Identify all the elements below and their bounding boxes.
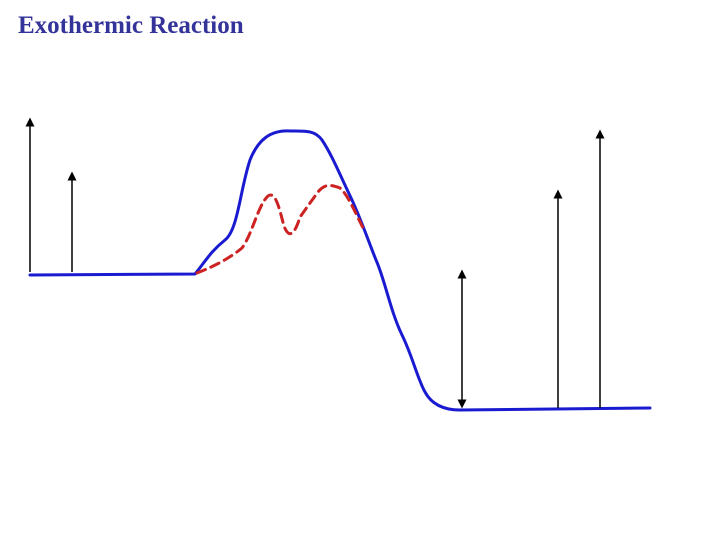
catalyzed-reaction-path <box>195 184 367 275</box>
diagram-title: Exothermic Reaction <box>18 12 244 39</box>
uncatalyzed-reaction-path <box>28 129 652 412</box>
